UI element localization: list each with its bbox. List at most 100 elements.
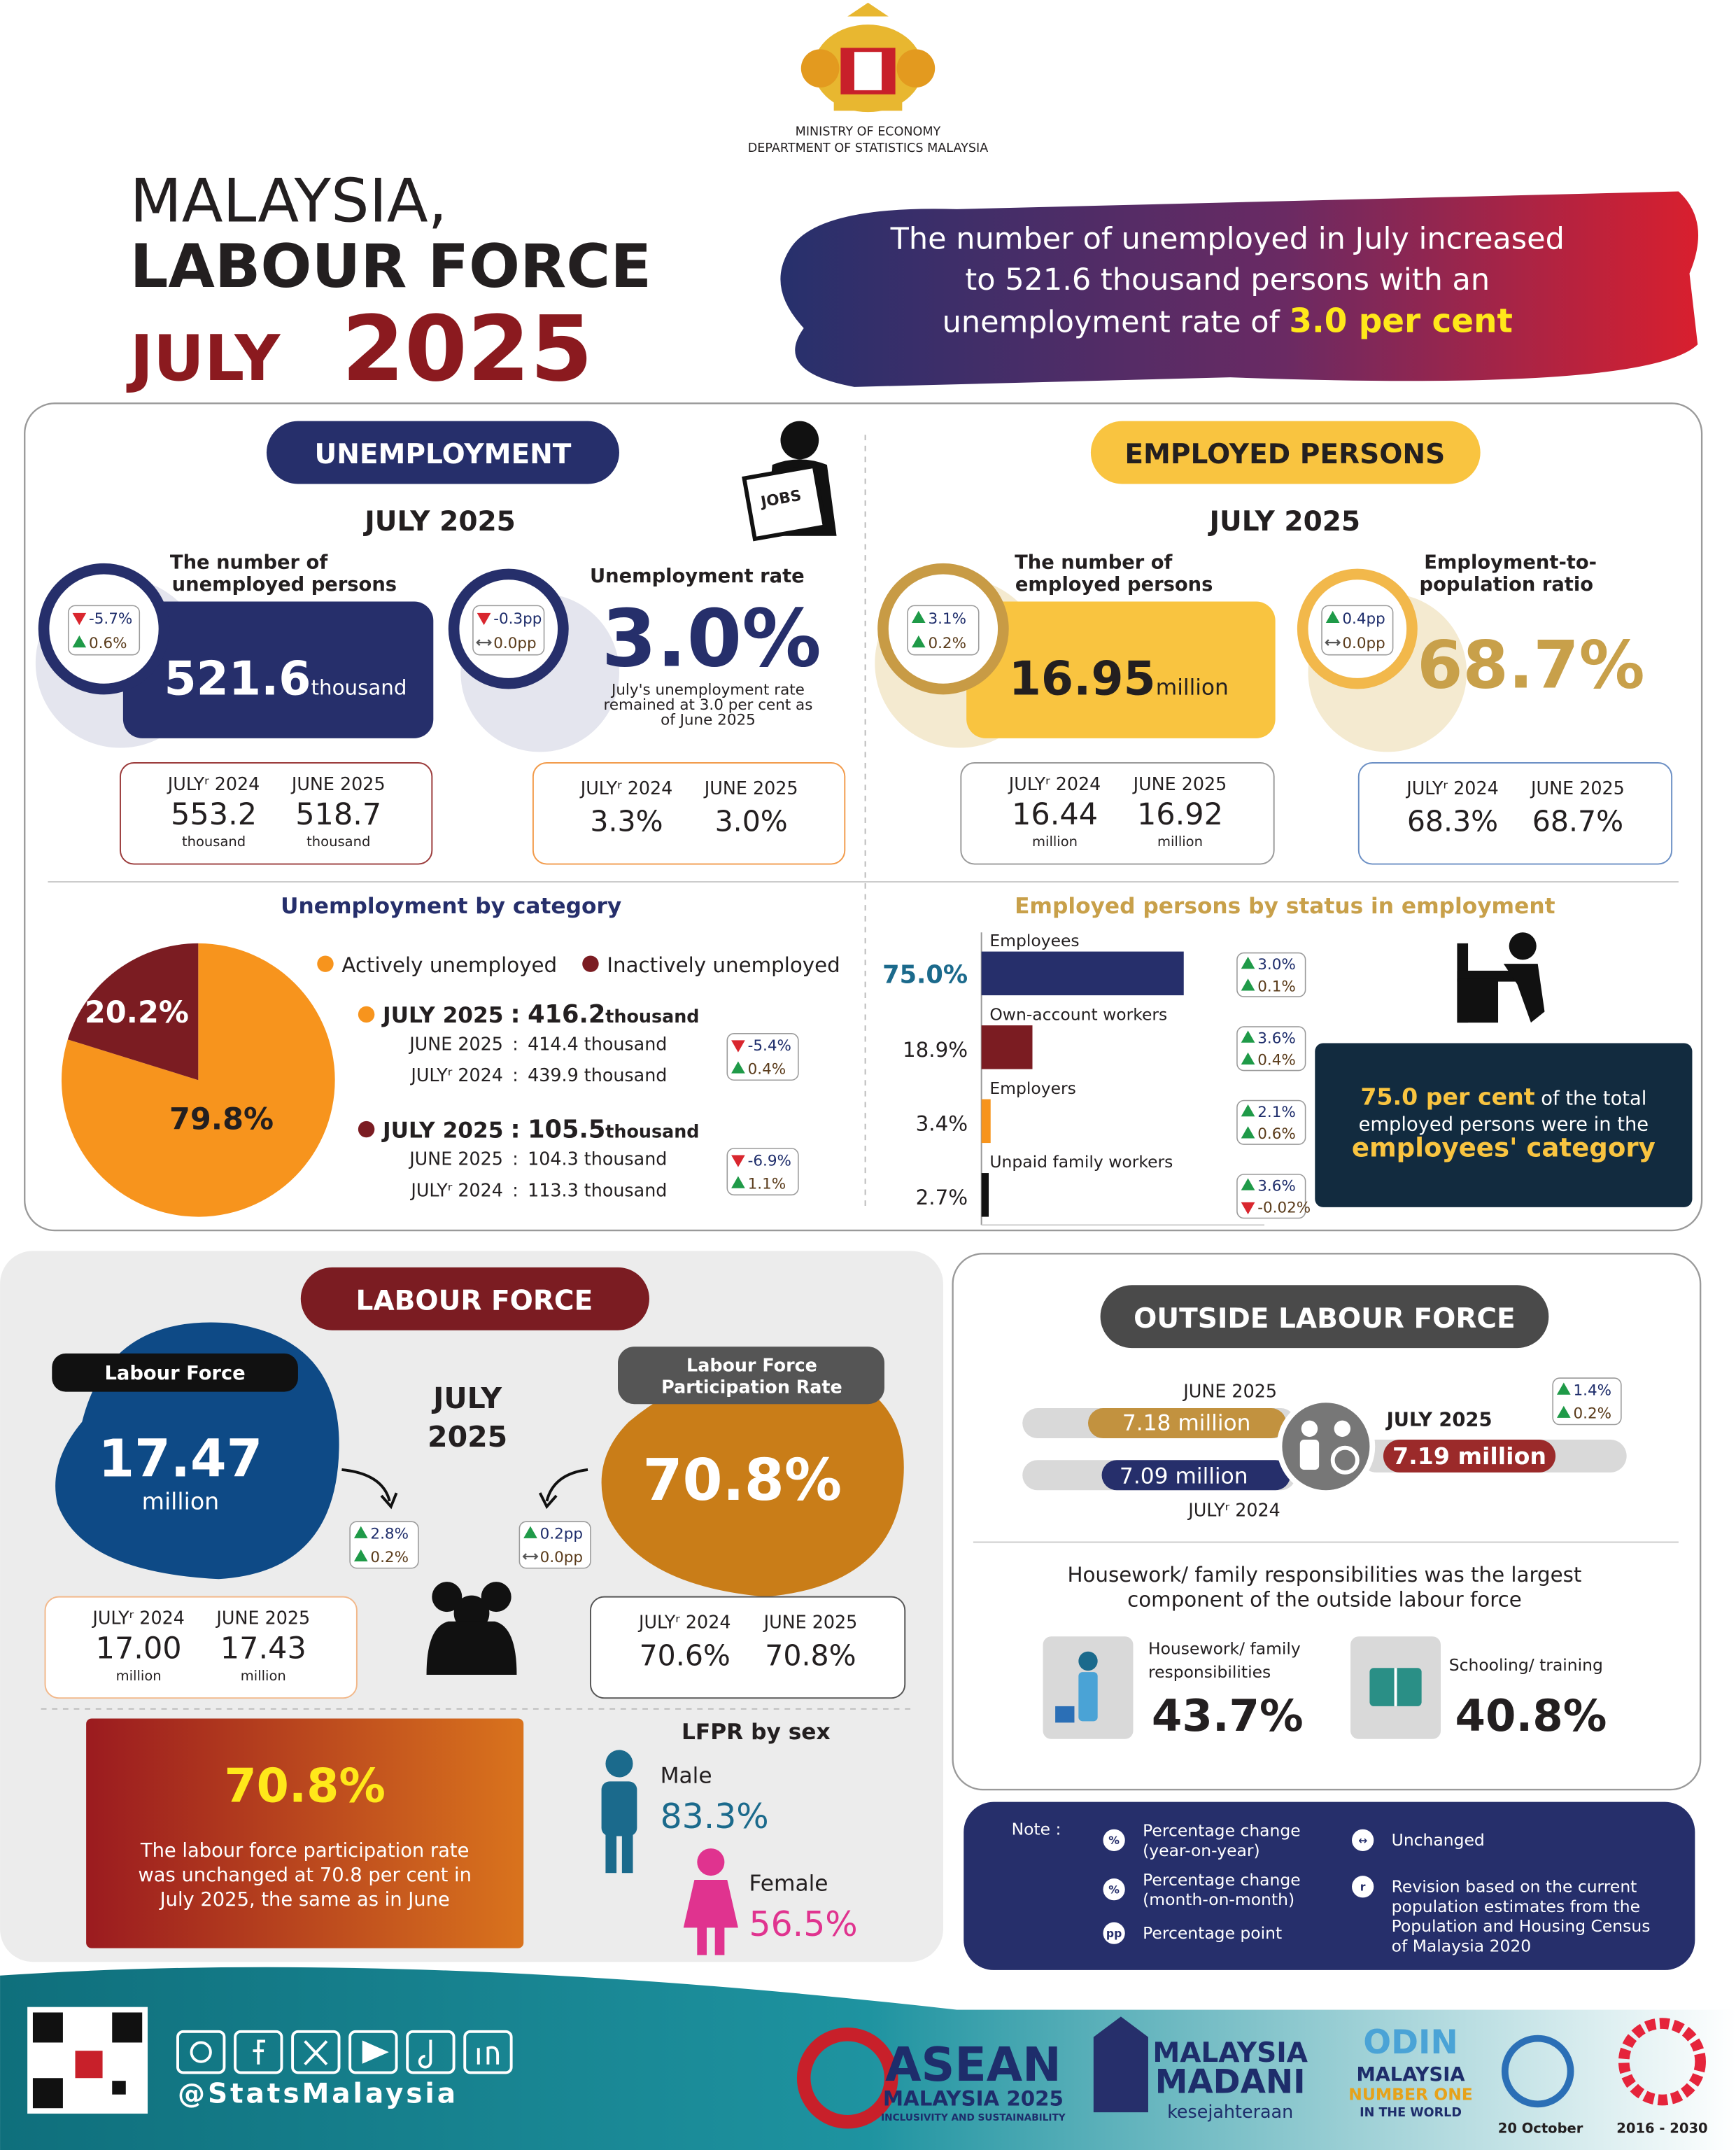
detail-value: 104.3 thousand [528,1148,667,1169]
highlight-text-part: 75.0 per cent [1360,1083,1534,1110]
section-heading: UNEMPLOYMENT [314,439,571,470]
change-value: 0.0pp [540,1549,583,1566]
compare-value: 68.3% [1407,805,1498,838]
bar [1088,1408,1287,1439]
label: Labour Force [105,1363,246,1384]
headline-banner [780,191,1699,387]
sex-value: 83.3% [661,1797,769,1836]
change-arrow [731,1061,745,1074]
change-value: -5.4% [748,1037,791,1055]
logo-text: MALAYSIA 2025 [883,2086,1064,2110]
headline-value: 68.7% [1417,628,1644,704]
people-icon [1299,1439,1320,1470]
department: DEPARTMENT OF STATISTICS MALAYSIA [748,141,988,155]
change-arrow [523,1526,537,1538]
logo-text: NUMBER ONE [1348,2085,1473,2105]
change-arrow [1241,1030,1255,1043]
note-symbol: % [1108,1884,1120,1897]
bar-value: 7.09 million [1120,1463,1248,1489]
change-value: 1.1% [748,1176,786,1193]
compare-period: JULYʳ 2024 [1008,773,1101,794]
compare-value: 68.7% [1532,805,1623,838]
detail-value-part: 416.2 [528,1000,605,1029]
headline-value: 17.47 [99,1428,263,1489]
detail-period: JULY 2025 [381,1003,504,1028]
detail-value-part: thousand [605,1006,699,1027]
component-value: 43.7% [1152,1690,1304,1741]
title-date: JULY [126,323,281,395]
sex-label: Female [749,1871,828,1897]
detail-value-part: thousand [605,1120,699,1141]
detail-value: 416.2thousand [528,1000,699,1029]
bar [1101,1460,1291,1491]
bar [981,951,1184,996]
logo-text: MALAYSIA [1356,2064,1465,2086]
section-title: Unemployment by category [281,894,621,919]
bar-value: 3.4% [916,1112,968,1136]
headline-value: 521.6thousand [164,651,407,705]
female-icon [683,1848,738,1955]
summary-text: Housework/ family responsibilities was t… [1067,1563,1581,1587]
compare-value: 518.7 [295,797,381,832]
change-arrow [477,612,491,626]
panel [24,402,1703,1232]
headline-value: 16.95million [1009,651,1229,705]
legend-label: Inactively unemployed [607,953,840,977]
pie-label: 20.2% [85,995,189,1030]
change-arrow [731,1155,745,1167]
note-text: (year-on-year) [1143,1841,1260,1860]
section-title: LFPR by sex [682,1720,831,1745]
compare-value: 3.0% [715,805,788,838]
anniversary-logo [1501,2035,1574,2108]
change-value: 0.2% [1573,1405,1611,1423]
pill [300,1267,649,1330]
detail-value: 105.5thousand [528,1115,699,1144]
card [122,601,434,738]
sex-value: 56.5% [749,1904,858,1944]
change-arrow [911,610,926,623]
blob [601,1365,904,1597]
note-text: Percentage point [1143,1923,1282,1943]
change-arrow [72,612,87,626]
compare-value: 16.44 [1012,797,1098,832]
change-badge [726,1033,799,1081]
panel [952,1253,1702,1791]
compare-value: 17.43 [220,1631,306,1666]
change-arrow [731,1176,745,1188]
change-badge [1236,952,1306,997]
arrow [538,1492,558,1510]
headline-value: 70.8% [642,1447,842,1514]
note-text: Population and Housing Census [1392,1916,1651,1936]
change-value: 3.0% [1257,956,1296,974]
pill [1090,421,1481,484]
section-title: Employed persons by status in employment [1015,894,1555,919]
separator: : [510,1000,520,1029]
detail-period: JULY 2025 [381,1118,504,1143]
bar-category: Employers [989,1078,1076,1098]
unit: million [142,1488,220,1515]
pie-slice [67,943,199,1081]
asean-logo [796,2027,898,2129]
note-icon [1103,1829,1125,1851]
logo-text: MALAYSIA [1152,2037,1308,2069]
change-value: -0.02% [1257,1200,1311,1217]
people-icon [1276,1397,1376,1496]
period: JULY 2025 [362,506,516,538]
detail-value-part: 105.5 [528,1115,605,1144]
compare-period: JUNE 2025 [1530,778,1625,799]
bar-category: Own-account workers [989,1004,1167,1024]
headline: The number of unemployed in July increas… [890,222,1565,257]
compare-box [960,762,1275,865]
change-value: 0.4% [1257,1052,1296,1069]
compare-unit: million [1032,834,1078,850]
change-value: -6.9% [748,1152,791,1169]
card-label: The number of [1015,552,1173,574]
bar-value: 18.9% [903,1038,968,1062]
rate-note: remained at 3.0 per cent as [603,696,812,714]
component-label: Schooling/ training [1449,1655,1603,1675]
change-arrow [1241,1052,1255,1065]
pie-label: 79.8% [169,1102,274,1137]
bar-value: 7.18 million [1122,1410,1251,1435]
bar-value: 75.0% [882,961,968,990]
